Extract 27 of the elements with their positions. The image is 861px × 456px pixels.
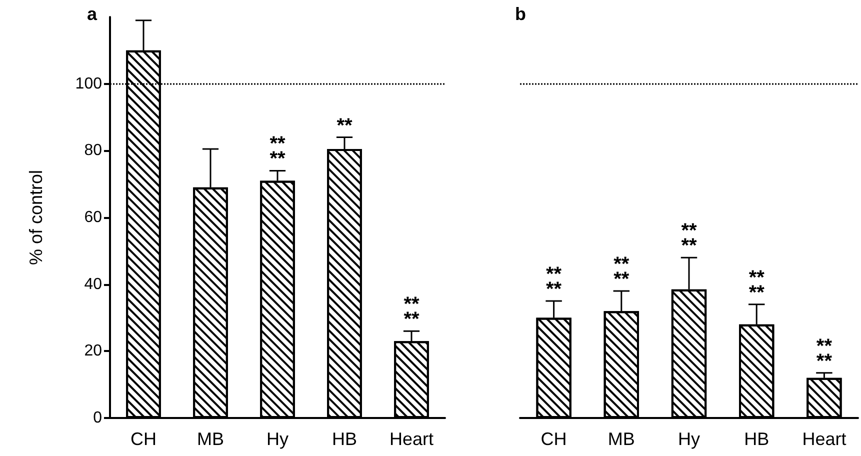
x-tick-label: Hy [266,429,288,449]
x-tick-label: HB [332,429,358,449]
y-tick-label: 40 [84,276,102,293]
annotation: ** ** [270,133,286,170]
x-tick-label: Heart [802,429,846,449]
x-tick-label: Hy [678,429,700,449]
y-tick-label: 0 [93,410,102,426]
y-tick-label: 20 [84,342,102,360]
x-tick-label: CH [130,429,156,449]
y-tick-label: 100 [75,75,102,92]
y-axis-title: % of control [26,170,46,266]
annotation: ** ** [404,294,420,331]
chart-title: a [87,4,98,24]
chart-title: b [515,4,526,24]
x-tick-label: MB [197,429,224,449]
annotation: ** ** [816,335,832,372]
y-tick-label: 80 [84,142,102,160]
x-tick-label: HB [744,429,770,449]
x-tick-label: Heart [389,429,434,449]
x-tick-label: CH [540,429,567,449]
y-tick-label: 60 [84,209,102,226]
annotation: ** ** [748,266,765,304]
annotation: ** ** [681,220,697,258]
annotation: ** ** [546,264,562,301]
annotation: ** ** [614,254,630,291]
x-tick-label: MB [608,429,635,449]
annotation: ** [336,114,352,137]
